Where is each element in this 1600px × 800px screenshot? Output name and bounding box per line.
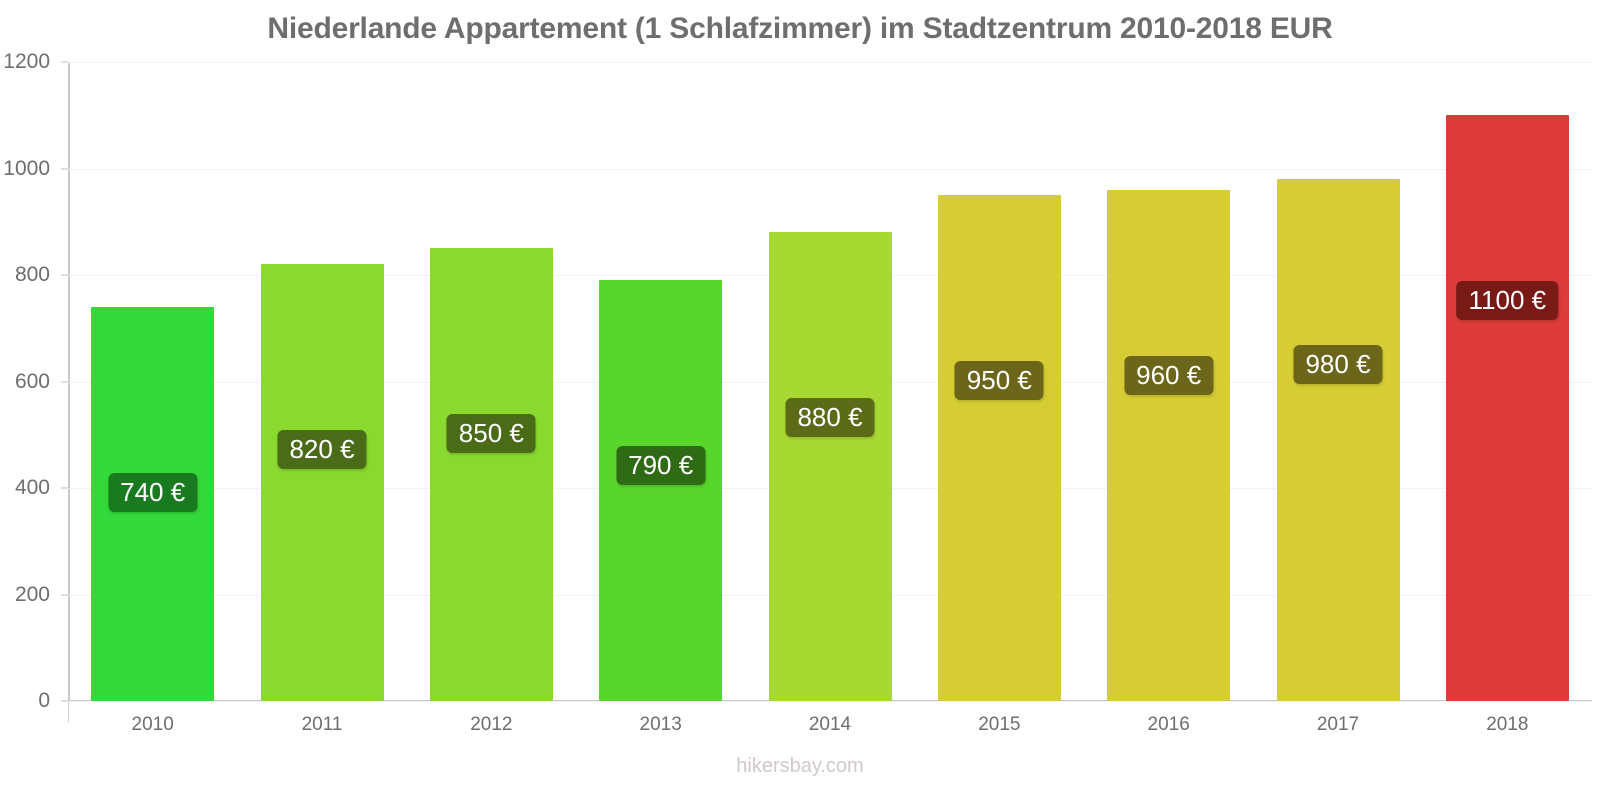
bar-value-label: 740 € bbox=[108, 472, 198, 512]
x-axis-tick-label: 2018 bbox=[1486, 714, 1529, 735]
gridline bbox=[68, 168, 1592, 170]
bar[interactable] bbox=[1107, 189, 1231, 701]
y-axis-tick-mark bbox=[61, 381, 68, 382]
bar-group[interactable]: 1100 € bbox=[1445, 62, 1569, 701]
y-axis-tick-label: 400 bbox=[14, 476, 50, 499]
x-axis-tick-label: 2013 bbox=[639, 714, 682, 735]
y-axis-tick-mark bbox=[61, 61, 68, 63]
y-axis-tick-mark bbox=[61, 487, 68, 489]
y-axis-tick-mark bbox=[61, 594, 68, 595]
bar[interactable] bbox=[1276, 179, 1400, 701]
y-axis: 0 200 400 600 800 1000 1200 bbox=[0, 0, 68, 800]
bar[interactable] bbox=[768, 232, 892, 701]
plot-area: 740 € 820 € 850 € 790 € 880 € 950 € 960 € 980 €… bbox=[68, 62, 1592, 702]
chart-title: Niederlande Appartement (1 Schlafzimmer)… bbox=[267, 12, 1333, 45]
bar[interactable] bbox=[599, 280, 723, 701]
bar-value-label: 1100 € bbox=[1456, 281, 1559, 321]
bar-group[interactable]: 950 € bbox=[937, 62, 1061, 701]
bar-value-label: 790 € bbox=[616, 446, 706, 486]
y-axis-tick-mark bbox=[61, 168, 68, 169]
bar-group[interactable]: 850 € bbox=[429, 62, 553, 701]
x-axis-tick-label: 2011 bbox=[301, 714, 343, 735]
bar[interactable] bbox=[429, 248, 553, 701]
bar[interactable] bbox=[260, 264, 384, 701]
bar-value-label: 820 € bbox=[277, 430, 367, 470]
bar-group[interactable]: 980 € bbox=[1276, 62, 1400, 701]
bar-group[interactable]: 880 € bbox=[768, 62, 892, 701]
gridline bbox=[68, 701, 1592, 702]
bar-group[interactable]: 820 € bbox=[260, 62, 384, 701]
y-axis-tick-mark bbox=[61, 700, 68, 702]
bar-value-label: 980 € bbox=[1293, 345, 1383, 385]
x-axis-tick-label: 2014 bbox=[808, 714, 852, 735]
y-axis-tick-label: 1200 bbox=[3, 50, 50, 73]
y-axis-tick-label: 600 bbox=[14, 369, 50, 393]
x-axis-tick-label: 2017 bbox=[1316, 714, 1360, 735]
bar[interactable] bbox=[1445, 115, 1569, 701]
x-axis-tick-label: 2016 bbox=[1147, 714, 1190, 735]
y-axis-tick-mark bbox=[61, 274, 68, 276]
x-axis-origin-tick bbox=[68, 702, 69, 722]
bar-group[interactable]: 960 € bbox=[1107, 62, 1231, 701]
bar-value-label: 950 € bbox=[954, 361, 1044, 401]
gridline bbox=[68, 62, 1592, 63]
y-axis-tick-label: 0 bbox=[38, 689, 50, 712]
bar-group[interactable]: 740 € bbox=[91, 62, 215, 701]
bar-group[interactable]: 790 € bbox=[599, 62, 723, 701]
y-axis-tick-label: 800 bbox=[14, 263, 50, 286]
x-axis-tick-label: 2015 bbox=[978, 714, 1021, 735]
y-axis-tick-label: 1000 bbox=[3, 156, 50, 180]
y-axis-tick-label: 200 bbox=[14, 582, 50, 606]
watermark: hikersbay.com bbox=[736, 755, 864, 777]
x-axis-tick-label: 2012 bbox=[470, 714, 513, 735]
bar-value-label: 880 € bbox=[785, 398, 875, 438]
x-axis-tick-label: 2010 bbox=[131, 714, 174, 735]
bar-value-label: 960 € bbox=[1124, 355, 1214, 395]
bar[interactable] bbox=[937, 195, 1061, 701]
bar-value-label: 850 € bbox=[446, 414, 536, 454]
